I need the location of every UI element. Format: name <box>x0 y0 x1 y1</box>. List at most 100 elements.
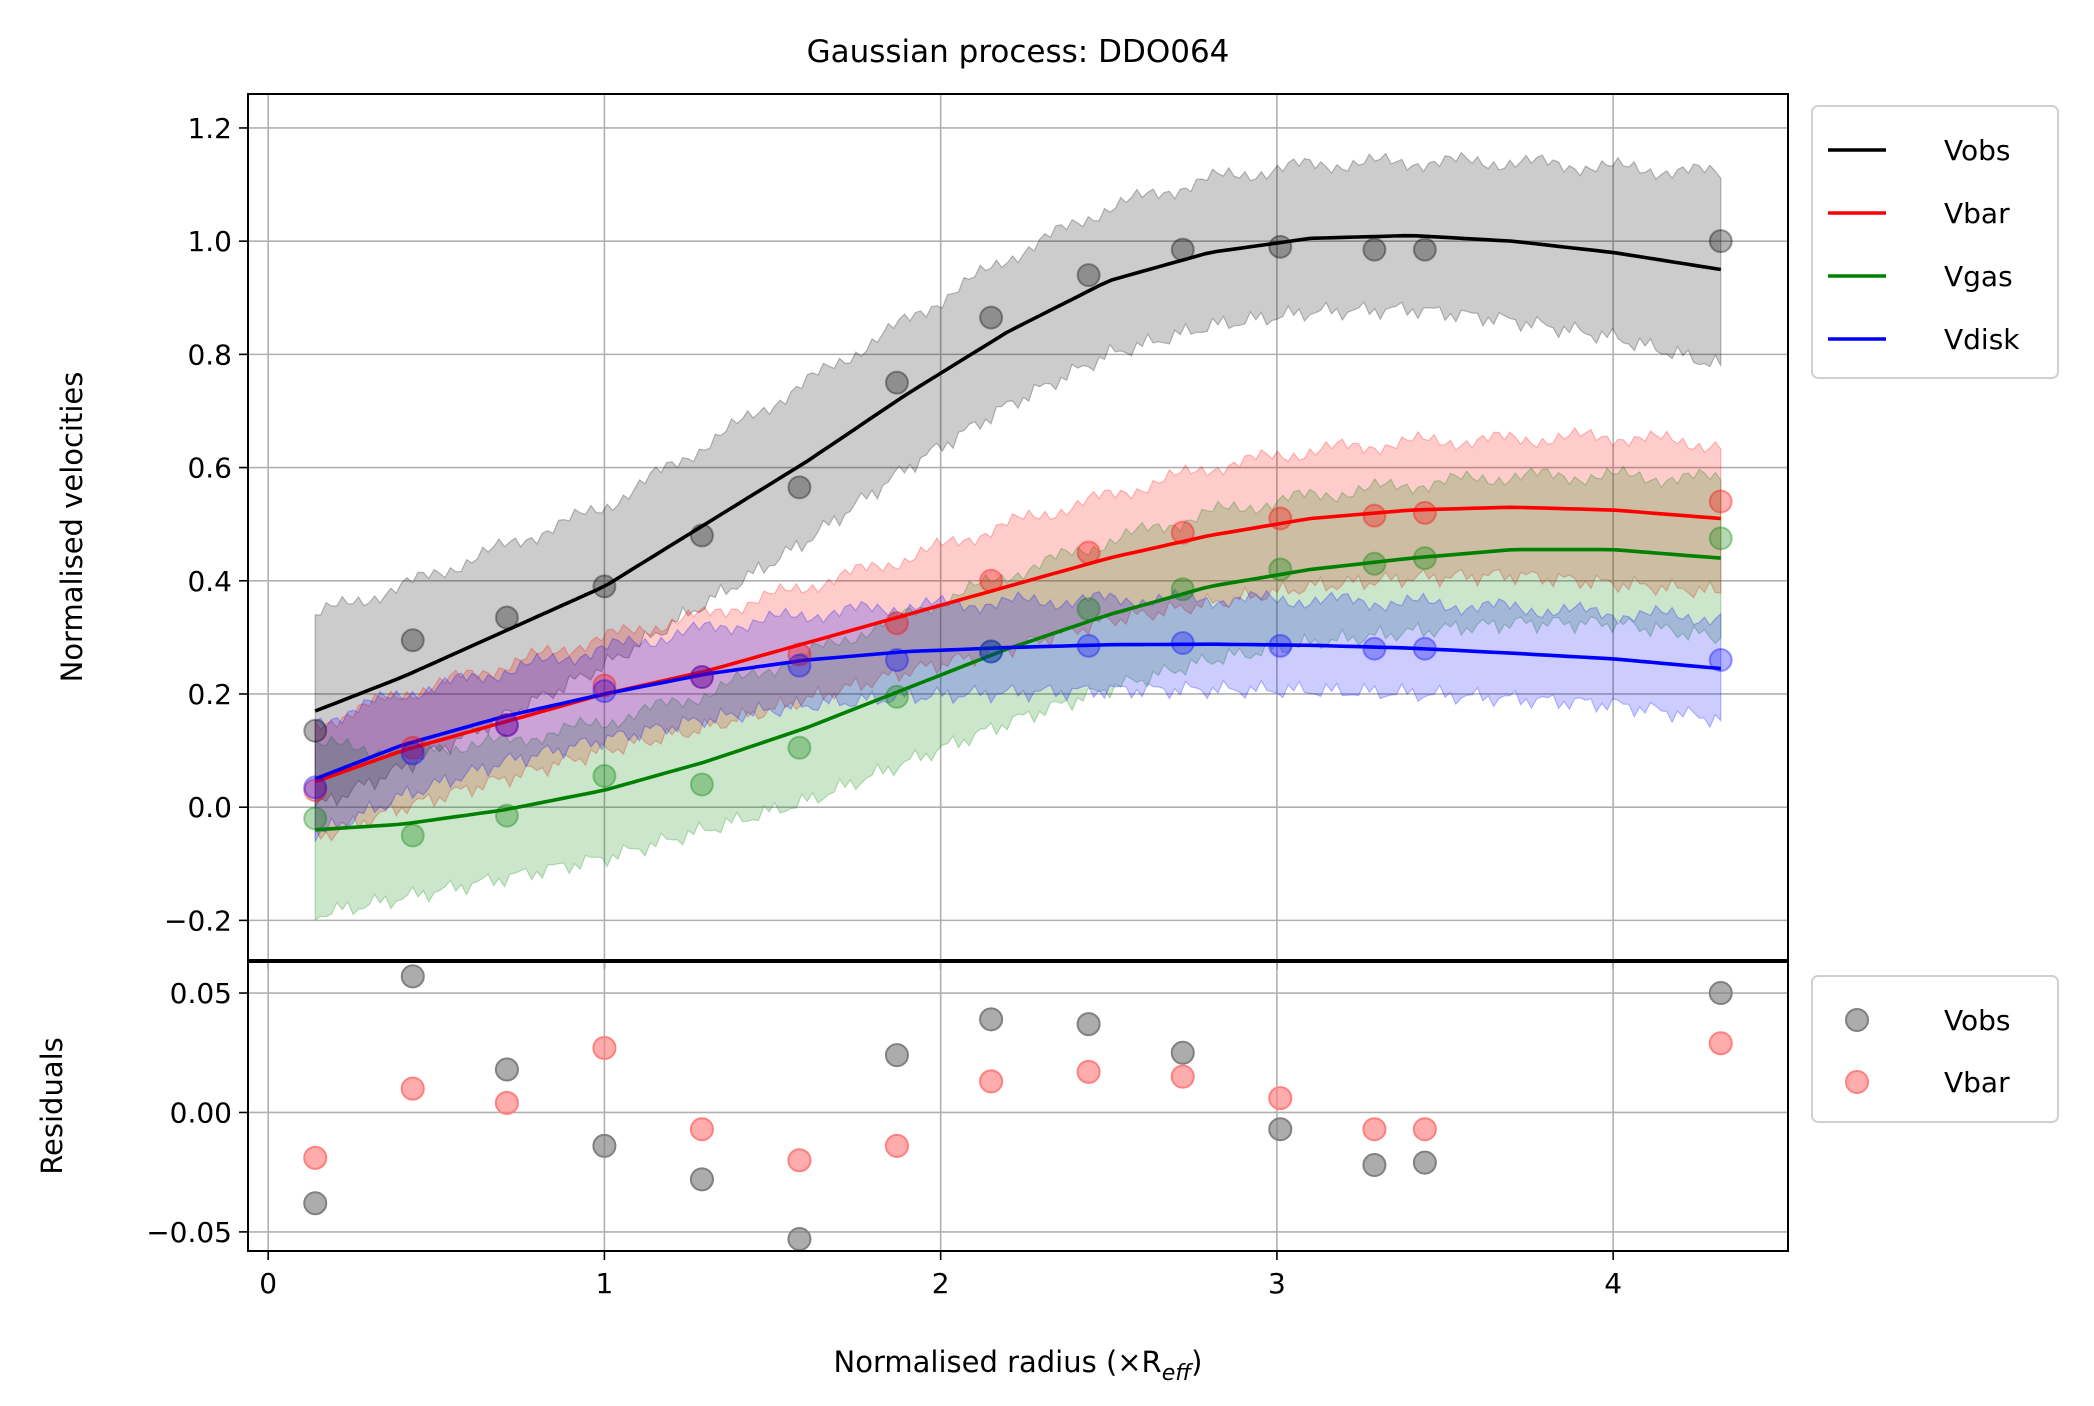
line-vdisk <box>314 642 1721 781</box>
residual-point-vobs-10 <box>1268 1117 1293 1142</box>
point-vbar-5 <box>787 642 812 667</box>
residual-point-vbar-1 <box>400 1076 425 1101</box>
point-vbar-9 <box>1170 520 1195 545</box>
point-vgas-0 <box>303 806 328 831</box>
main-y-tick-label-3: 0.4 <box>187 565 232 598</box>
point-vdisk-8 <box>1076 633 1101 658</box>
point-vbar-8 <box>1076 540 1101 565</box>
point-vbar-3 <box>592 673 617 698</box>
point-vgas-8 <box>1076 597 1101 622</box>
residual-point-vbar-9 <box>1170 1064 1195 1089</box>
x-tick-label-4: 4 <box>1604 1267 1622 1300</box>
legend-label-vbar: Vbar <box>1944 197 2010 230</box>
point-vgas-5 <box>787 735 812 760</box>
point-vdisk-3 <box>592 679 617 704</box>
residual-legend-swatch-vobs <box>1845 1008 1869 1032</box>
point-vobs-1 <box>400 628 425 653</box>
point-vgas-3 <box>592 764 617 789</box>
main-legend: Vobs Vbar Vgas Vdisk <box>1811 105 2059 379</box>
residual-point-vbar-0 <box>303 1145 328 1170</box>
residual-point-vobs-12 <box>1412 1150 1437 1175</box>
residual-point-vbar-10 <box>1268 1086 1293 1111</box>
point-vgas-2 <box>494 803 519 828</box>
point-vbar-0 <box>303 778 328 803</box>
point-vgas-12 <box>1412 546 1437 571</box>
point-vgas-11 <box>1362 551 1387 576</box>
residual-point-vbar-4 <box>689 1117 714 1142</box>
point-vgas-9 <box>1170 577 1195 602</box>
line-vobs <box>314 233 1722 713</box>
residual-data-points <box>303 964 1733 1252</box>
x-tick-label-1: 1 <box>596 1267 614 1300</box>
chart-title: Gaussian process: DDO064 <box>807 34 1230 70</box>
residual-point-vobs-9 <box>1170 1040 1195 1065</box>
x-tick-label-0: 0 <box>259 1267 277 1300</box>
residual-legend-swatch-vbar <box>1845 1070 1869 1094</box>
residual-gridlines <box>248 962 1788 1251</box>
legend-label-vgas: Vgas <box>1944 260 2013 293</box>
point-vobs-7 <box>979 305 1004 330</box>
x-axis-label: Normalised radius (×Reff) <box>834 1345 1203 1386</box>
line-vbar <box>314 505 1721 784</box>
point-vbar-4 <box>689 664 714 689</box>
main-plot-frame <box>247 93 1789 961</box>
residual-point-vobs-13 <box>1708 981 1733 1006</box>
point-vobs-0 <box>303 718 328 743</box>
point-vdisk-13 <box>1708 648 1733 673</box>
point-vdisk-9 <box>1170 631 1195 656</box>
residual-point-vobs-0 <box>303 1191 328 1216</box>
point-vdisk-11 <box>1362 636 1387 661</box>
point-vobs-10 <box>1268 234 1293 259</box>
point-vobs-6 <box>884 370 909 395</box>
legend-label-vdisk: Vdisk <box>1944 323 2020 356</box>
point-vobs-11 <box>1362 237 1387 262</box>
band-vbar <box>314 426 1722 842</box>
residual-point-vobs-6 <box>884 1043 909 1068</box>
point-vgas-7 <box>979 639 1004 664</box>
residual-point-vbar-6 <box>884 1133 909 1158</box>
x-tick-label-3: 3 <box>1268 1267 1286 1300</box>
main-legend-box <box>1811 105 2059 379</box>
residual-point-vbar-2 <box>494 1090 519 1115</box>
point-vobs-12 <box>1412 237 1437 262</box>
point-vdisk-12 <box>1412 636 1437 661</box>
main-y-tick-label-7: 1.2 <box>187 112 232 145</box>
residual-point-vobs-5 <box>787 1227 812 1252</box>
residual-y-axis-label: Residuals <box>35 1037 69 1175</box>
point-vobs-2 <box>494 605 519 630</box>
main-fit-lines <box>314 233 1722 832</box>
main-y-tick-label-1: 0.0 <box>187 791 232 824</box>
point-vgas-6 <box>884 684 909 709</box>
residual-y-tick-label-1: 0.00 <box>170 1096 232 1129</box>
point-vgas-10 <box>1268 557 1293 582</box>
residual-point-vobs-2 <box>494 1057 519 1082</box>
point-vgas-4 <box>689 772 714 797</box>
residual-plot-frame <box>247 961 1789 1252</box>
residual-y-ticks: −0.05 0.00 0.05 <box>146 977 248 1249</box>
residual-point-vobs-3 <box>592 1133 617 1158</box>
point-vdisk-0 <box>303 775 328 800</box>
point-vobs-3 <box>592 574 617 599</box>
main-confidence-bands <box>314 151 1722 921</box>
point-vdisk-2 <box>494 713 519 738</box>
point-vdisk-6 <box>884 648 909 673</box>
residual-point-vbar-5 <box>787 1148 812 1173</box>
point-vobs-4 <box>689 523 714 548</box>
point-vbar-6 <box>884 611 909 636</box>
point-vgas-13 <box>1708 526 1733 551</box>
point-vdisk-4 <box>689 664 714 689</box>
point-vobs-13 <box>1708 229 1733 254</box>
main-y-ticks: −0.2 0.0 0.2 0.4 0.6 0.8 1.0 1.2 <box>164 112 1614 969</box>
point-vbar-12 <box>1412 500 1437 525</box>
residual-point-vbar-8 <box>1076 1059 1101 1084</box>
residual-point-vobs-7 <box>979 1007 1004 1032</box>
band-vdisk <box>314 588 1722 842</box>
line-vgas <box>315 547 1721 832</box>
main-y-tick-label-6: 1.0 <box>187 225 232 258</box>
residual-legend: Vobs Vbar <box>1811 975 2059 1123</box>
main-y-axis-label: Normalised velocities <box>55 372 89 683</box>
residual-y-tick-label-0: −0.05 <box>146 1216 232 1249</box>
point-vbar-13 <box>1708 489 1733 514</box>
x-tick-label-2: 2 <box>932 1267 950 1300</box>
